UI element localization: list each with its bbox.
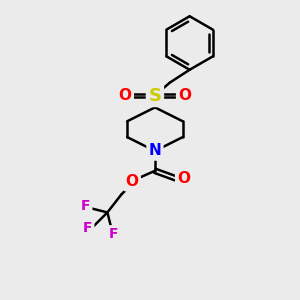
Text: O: O	[178, 88, 191, 103]
Text: O: O	[177, 171, 190, 186]
Text: O: O	[119, 88, 132, 103]
Text: O: O	[126, 174, 139, 189]
Text: F: F	[81, 200, 90, 214]
Text: N: N	[148, 143, 161, 158]
Text: F: F	[109, 227, 118, 241]
Text: F: F	[83, 221, 92, 235]
Text: S: S	[148, 86, 161, 104]
